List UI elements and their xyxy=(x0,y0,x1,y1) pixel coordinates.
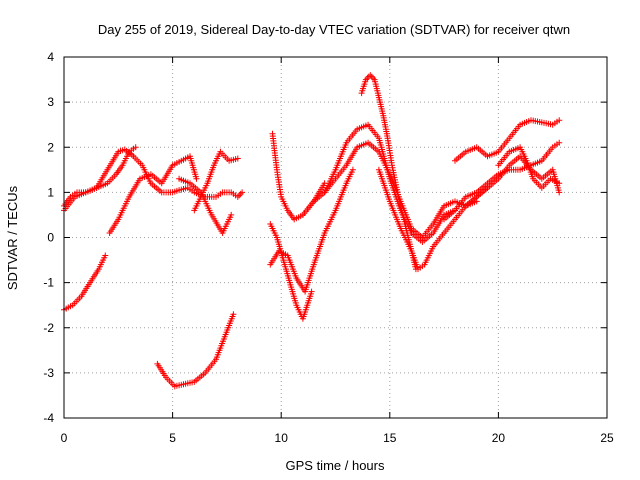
x-tick-label: 5 xyxy=(169,431,176,445)
y-tick-label: 0 xyxy=(47,231,54,245)
y-tick-label: 2 xyxy=(47,140,54,154)
y-tick-label: -3 xyxy=(43,366,54,380)
y-tick-label: -2 xyxy=(43,321,54,335)
x-tick-label: 20 xyxy=(492,431,506,445)
y-axis-label: SDTVAR / TECUs xyxy=(5,185,20,290)
data-point-markers xyxy=(176,175,235,236)
series-track-f xyxy=(176,175,235,236)
chart-title: Day 255 of 2019, Sidereal Day-to-day VTE… xyxy=(98,22,570,37)
data-point-markers xyxy=(452,117,563,164)
data-point-markers xyxy=(495,144,563,191)
y-tick-label: 1 xyxy=(47,185,54,199)
x-tick-label: 0 xyxy=(61,431,68,445)
axis-ticks: 0 5 10 15 20 25 -4 -3 -2 -1 0 1 2 3 4 xyxy=(43,50,614,445)
data-point-markers xyxy=(267,166,356,295)
series-track-j xyxy=(267,166,356,295)
grid-lines xyxy=(64,57,607,418)
x-axis-label: GPS time / hours xyxy=(286,458,385,473)
y-tick-label: 3 xyxy=(47,95,54,109)
x-tick-label: 10 xyxy=(275,431,289,445)
y-tick-label: -1 xyxy=(43,276,54,290)
data-point-markers xyxy=(154,311,237,390)
data-point-markers xyxy=(441,139,563,223)
series-track-g xyxy=(154,311,237,390)
series-track-o xyxy=(452,117,563,164)
series-track-d xyxy=(106,153,200,236)
y-tick-label: 4 xyxy=(47,50,54,64)
series-track-q xyxy=(441,139,563,223)
x-tick-label: 25 xyxy=(600,431,614,445)
x-tick-label: 15 xyxy=(383,431,397,445)
y-tick-label: -4 xyxy=(43,411,54,425)
series-track-r xyxy=(495,144,563,191)
data-point-markers xyxy=(106,153,200,236)
